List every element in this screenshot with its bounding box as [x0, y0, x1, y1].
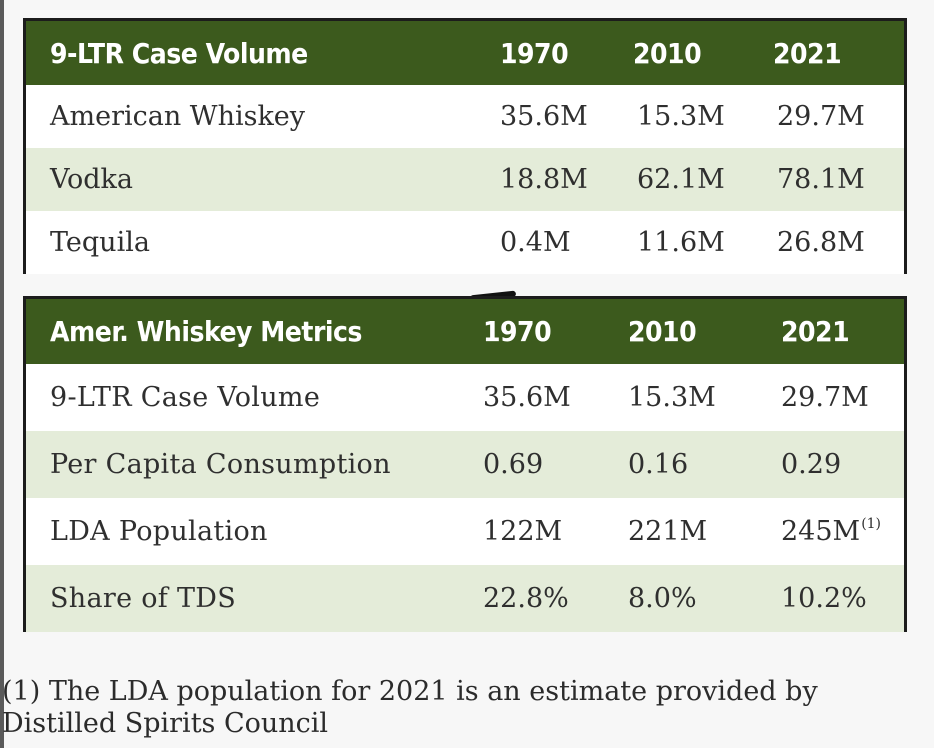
- table-row: Tequila 0.4M 11.6M 26.8M: [26, 211, 904, 274]
- case-volume-header-row: 9-LTR Case Volume 1970 2010 2021: [26, 21, 904, 85]
- table-row: Vodka 18.8M 62.1M 78.1M: [26, 148, 904, 211]
- table-row: Per Capita Consumption 0.69 0.16 0.29: [26, 431, 904, 498]
- footnote-line-2: Distilled Spirits Council: [2, 708, 329, 739]
- table-row: 9-LTR Case Volume 35.6M 15.3M 29.7M: [26, 364, 904, 431]
- row-label: Tequila: [50, 227, 150, 258]
- value-2010: 221M: [628, 516, 708, 547]
- value-2010: 0.16: [628, 449, 689, 480]
- table-row: Share of TDS 22.8% 8.0% 10.2%: [26, 565, 904, 632]
- metrics-header-year-1970: 1970: [483, 315, 552, 348]
- value-2010: 8.0%: [628, 583, 697, 614]
- row-label: American Whiskey: [50, 101, 306, 132]
- case-volume-header-year-1970: 1970: [500, 36, 569, 70]
- table-row: LDA Population 122M 221M 245M(1): [26, 498, 904, 565]
- row-label: Per Capita Consumption: [50, 449, 391, 480]
- metrics-header-year-2021: 2021: [781, 315, 850, 348]
- value-1970: 35.6M: [500, 101, 588, 132]
- table-row: American Whiskey 35.6M 15.3M 29.7M: [26, 85, 904, 148]
- value-2010: 62.1M: [637, 164, 725, 195]
- value-2021: 29.7M: [777, 101, 865, 132]
- value-2021-text: 245M: [781, 516, 861, 547]
- value-2021: 0.29: [781, 449, 842, 480]
- whiskey-metrics-table: Amer. Whiskey Metrics 1970 2010 2021 9-L…: [23, 296, 907, 632]
- value-2021: 10.2%: [781, 583, 867, 614]
- value-2021: 78.1M: [777, 164, 865, 195]
- value-2010: 15.3M: [628, 382, 716, 413]
- value-1970: 0.4M: [500, 227, 571, 258]
- footnote-marker: (1): [861, 516, 882, 532]
- value-2021: 26.8M: [777, 227, 865, 258]
- metrics-header-year-2010: 2010: [628, 315, 697, 348]
- left-edge-rule: [0, 0, 4, 748]
- value-1970: 35.6M: [483, 382, 571, 413]
- value-1970: 18.8M: [500, 164, 588, 195]
- row-label: Vodka: [50, 164, 134, 195]
- case-volume-header-year-2010: 2010: [633, 36, 702, 70]
- row-label: 9-LTR Case Volume: [50, 382, 321, 413]
- metrics-header-row: Amer. Whiskey Metrics 1970 2010 2021: [26, 299, 904, 364]
- row-label: Share of TDS: [50, 583, 237, 614]
- case-volume-header-label: 9-LTR Case Volume: [50, 36, 308, 70]
- footnote-line-1: (1) The LDA population for 2021 is an es…: [2, 676, 818, 707]
- value-2010: 11.6M: [637, 227, 725, 258]
- value-2010: 15.3M: [637, 101, 725, 132]
- case-volume-table: 9-LTR Case Volume 1970 2010 2021 America…: [23, 18, 907, 274]
- metrics-header-label: Amer. Whiskey Metrics: [50, 315, 362, 348]
- value-1970: 122M: [483, 516, 563, 547]
- value-2021: 245M(1): [757, 516, 904, 547]
- value-2021: 29.7M: [781, 382, 869, 413]
- case-volume-header-year-2021: 2021: [773, 36, 842, 70]
- value-1970: 22.8%: [483, 583, 569, 614]
- footnote-text: (1) The LDA population for 2021 is an es…: [2, 676, 902, 740]
- value-1970: 0.69: [483, 449, 544, 480]
- row-label: LDA Population: [50, 516, 268, 547]
